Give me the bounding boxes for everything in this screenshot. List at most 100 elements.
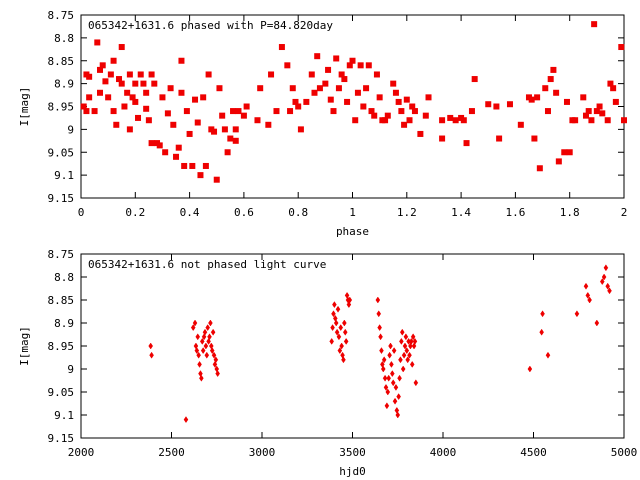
chart-0-data-point	[80, 103, 87, 110]
chart-1-data-point	[330, 324, 335, 332]
chart-1-x-tick-label: 3500	[339, 446, 366, 459]
chart-1-y-tick-label: 9.1	[54, 409, 74, 422]
chart-0-data-point	[137, 71, 144, 78]
chart-0-data-point	[555, 158, 562, 165]
chart-0-data-point	[202, 162, 209, 169]
chart-0-data-point	[395, 98, 402, 105]
chart-0-data-point	[178, 89, 185, 96]
chart-0-data-point	[118, 44, 125, 51]
chart-0-data-point	[561, 149, 568, 156]
chart-0-data-point	[591, 21, 598, 28]
chart-0-title: 065342+1631.6 phased with P=84.820day	[88, 19, 333, 32]
chart-0-data-point	[287, 108, 294, 115]
chart-0-data-point	[422, 112, 429, 119]
chart-0-data-point	[471, 76, 478, 83]
chart-0-data-point	[382, 117, 389, 124]
chart-0-data-point	[240, 112, 247, 119]
chart-0-y-tick-label: 8.85	[48, 55, 75, 68]
chart-0-data-point	[360, 103, 367, 110]
chart-0-data-point	[143, 89, 150, 96]
chart-1-data-point	[398, 356, 403, 364]
chart-0-data-point	[506, 101, 513, 108]
chart-1-data-point	[194, 347, 200, 355]
chart-0-data-point	[97, 66, 104, 73]
chart-1-data-point	[202, 328, 208, 336]
chart-0-data-point	[618, 44, 625, 51]
chart-1-data-point	[192, 319, 198, 327]
chart-0-data-point	[547, 76, 554, 83]
chart-1-data-point	[335, 305, 341, 313]
chart-0-data-point	[178, 57, 185, 64]
chart-0-data-point	[392, 89, 399, 96]
chart-1-data-point	[395, 411, 401, 419]
chart-1-y-tick-label: 8.85	[48, 294, 75, 307]
chart-0-data-point	[582, 112, 589, 119]
chart-1-data-point	[204, 351, 210, 359]
chart-0-data-point	[170, 121, 177, 128]
chart-1-data-point	[207, 333, 212, 341]
chart-0-data-point	[143, 105, 150, 112]
chart-1-data-point	[385, 388, 391, 396]
chart-0-data-point	[346, 62, 353, 69]
chart-1-data-point	[574, 310, 580, 318]
chart-0-data-point	[593, 108, 600, 115]
chart-1-y-tick-label: 9.05	[48, 386, 75, 399]
chart-0-y-tick-label: 8.8	[54, 32, 74, 45]
chart-1-data-point	[410, 333, 416, 341]
chart-0-data-point	[181, 162, 188, 169]
chart-0-data-point	[135, 114, 142, 121]
chart-0-data-point	[148, 140, 155, 147]
chart-1-y-tick-label: 9	[67, 363, 74, 376]
chart-1-plot-frame	[80, 253, 625, 439]
chart-1-data-point	[389, 360, 394, 368]
chart-1-data-point	[540, 310, 545, 318]
chart-0-data-point	[284, 62, 291, 69]
chart-0-data-point	[542, 85, 549, 92]
chart-0-data-point	[607, 80, 614, 87]
chart-0-data-point	[311, 89, 318, 96]
chart-0-data-point	[352, 117, 359, 124]
chart-1-data-point	[413, 379, 419, 387]
chart-1-data-point	[388, 342, 393, 350]
chart-0-data-point	[151, 80, 158, 87]
chart-1-data-point	[396, 393, 401, 401]
chart-0-data-point	[118, 80, 125, 87]
chart-0-data-point	[102, 78, 109, 85]
chart-0-data-point	[621, 117, 627, 124]
chart-0-data-point	[363, 85, 370, 92]
chart-0-data-point	[189, 162, 196, 169]
chart-0-y-tick-label: 8.9	[54, 78, 74, 91]
chart-0-data-point	[235, 108, 242, 115]
chart-0-data-point	[357, 62, 364, 69]
chart-0-data-point	[496, 135, 503, 142]
chart-0-data-point	[544, 108, 551, 115]
chart-0-data-point	[604, 117, 611, 124]
chart-0-data-point	[183, 108, 190, 115]
chart-0-data-point	[292, 98, 299, 105]
chart-0-data-point	[268, 71, 275, 78]
chart-1-data-point	[210, 328, 216, 336]
chart-0-data-point	[463, 140, 470, 147]
chart-0-data-point	[197, 172, 204, 179]
chart-0-data-point	[390, 80, 397, 87]
chart-1-data-point	[383, 383, 389, 391]
phased-light-curve-panel: 0 0.2 0.4 0.6 0.8 1 1.2 1.4 1.6 1.8 2 8.75 8.8 8.85 8.…	[18, 9, 627, 238]
chart-0-data-point	[368, 108, 375, 115]
chart-0-data-point	[338, 71, 345, 78]
chart-1-x-tick-label: 2000	[68, 446, 95, 459]
chart-1-data-point	[343, 337, 349, 345]
chart-0-data-point	[585, 108, 592, 115]
chart-0-data-point	[409, 103, 416, 110]
chart-1-data-point	[393, 383, 399, 391]
chart-0-data-point	[175, 144, 182, 151]
chart-0-data-point	[83, 108, 90, 115]
chart-0-data-point	[517, 121, 524, 128]
chart-0-data-point	[303, 98, 310, 105]
chart-0-data-point	[132, 80, 139, 87]
chart-0-data-point	[531, 135, 538, 142]
chart-0-data-point	[224, 149, 231, 156]
chart-0-data-point	[439, 117, 446, 124]
chart-0-data-point	[107, 71, 114, 78]
chart-1-data-point	[203, 342, 209, 350]
chart-0-data-point	[254, 117, 261, 124]
